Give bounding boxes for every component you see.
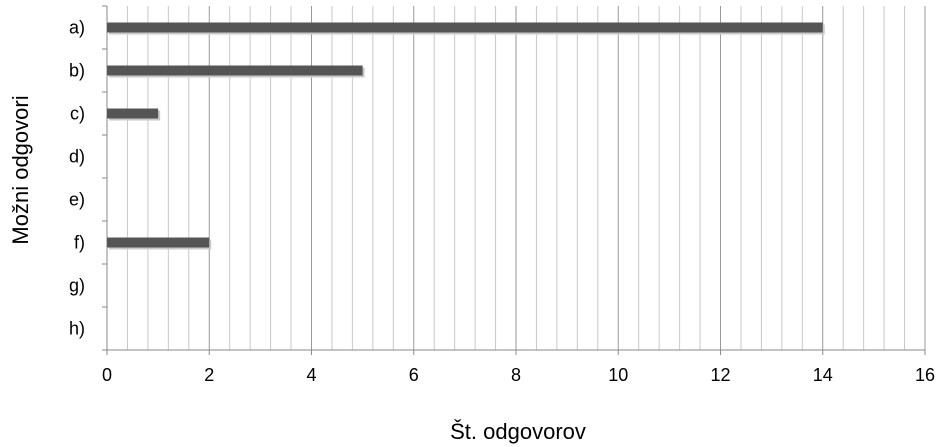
axis-layer [102,6,925,355]
y-axis-title: Možni odgovori [8,95,33,244]
x-tick-label: 16 [915,365,935,385]
bar [107,238,209,248]
category-label: f) [74,233,85,253]
category-label: e) [69,190,85,210]
x-tick-label: 12 [710,365,730,385]
x-tick-label: 0 [102,365,112,385]
x-tick-label: 8 [511,365,521,385]
category-label: b) [69,61,85,81]
grid-layer [127,6,925,350]
category-label: a) [69,18,85,38]
bar [107,109,158,119]
x-axis-title: Št. odgovorov [450,419,586,444]
bar [107,66,363,76]
x-tick-labels: 0 2 4 6 8 10 12 14 16 [102,365,935,385]
x-tick-label: 2 [204,365,214,385]
bar [107,23,823,33]
x-tick-label: 10 [608,365,628,385]
category-labels: a) b) c) d) e) f) g) h) [69,18,85,339]
category-label: c) [70,104,85,124]
x-tick-label: 14 [813,365,833,385]
category-label: d) [69,147,85,167]
category-label: h) [69,319,85,339]
category-label: g) [69,276,85,296]
x-tick-label: 6 [409,365,419,385]
bar-layer [107,23,825,250]
x-tick-label: 4 [306,365,316,385]
